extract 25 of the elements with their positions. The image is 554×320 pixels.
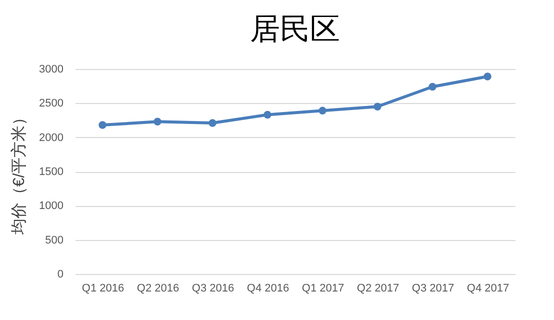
y-tick-label: 2000 bbox=[39, 132, 64, 144]
point bbox=[264, 110, 272, 119]
y-tick-label: 1500 bbox=[39, 166, 64, 178]
point bbox=[428, 82, 436, 91]
y-tick-label: 0 bbox=[57, 268, 64, 280]
x-tick-label: Q4 2017 bbox=[466, 282, 510, 294]
y-axis-title: 均价（€/平方米） bbox=[10, 109, 28, 236]
x-tick-label: Q2 2016 bbox=[136, 282, 180, 294]
x-tick-label: Q1 2016 bbox=[82, 282, 124, 294]
chart-title: 居民区 bbox=[250, 13, 340, 46]
point bbox=[154, 118, 162, 126]
y-tick-label: 2500 bbox=[39, 98, 64, 110]
x-tick-label: Q1 2017 bbox=[302, 282, 344, 294]
y-tick-label: 3000 bbox=[39, 64, 64, 76]
point bbox=[318, 106, 326, 115]
x-tick-label: Q3 2017 bbox=[412, 282, 454, 294]
point bbox=[208, 119, 216, 127]
x-tick-label: Q2 2017 bbox=[356, 282, 400, 294]
point bbox=[98, 121, 106, 129]
x-tick-label: Q4 2016 bbox=[246, 282, 290, 294]
point bbox=[374, 102, 382, 110]
y-tick-label: 500 bbox=[45, 234, 64, 246]
point bbox=[484, 72, 492, 80]
y-tick-label: 1000 bbox=[39, 200, 64, 212]
x-tick-label: Q3 2016 bbox=[192, 282, 234, 294]
